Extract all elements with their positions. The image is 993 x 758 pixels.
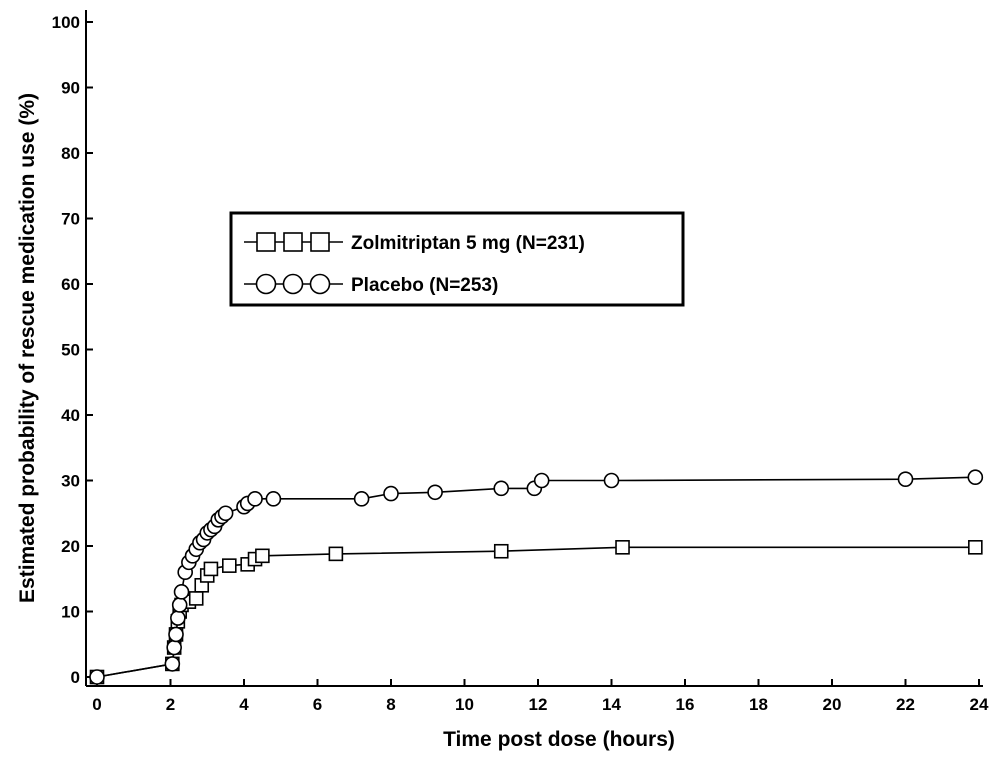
y-axis-title: Estimated probability of rescue medicati… (16, 93, 39, 603)
data-point-square (493, 543, 509, 559)
data-point-circle (171, 597, 188, 613)
legend-square-marker (256, 232, 276, 252)
x-tick-label: 8 (386, 695, 395, 714)
series-zolmitriptan (89, 540, 983, 685)
data-point-circle (383, 485, 399, 502)
data-point-square (203, 561, 219, 577)
data-point-circle (166, 639, 182, 656)
data-point-circle (265, 491, 282, 507)
x-tick-label: 6 (313, 695, 322, 714)
y-tick-label: 0 (71, 668, 80, 687)
legend-square-marker (283, 232, 303, 252)
x-tick-label: 22 (896, 695, 915, 714)
x-tick-label: 20 (823, 695, 842, 714)
legend-circle-marker (282, 273, 304, 295)
data-point-circle (89, 669, 105, 685)
data-point-circle (353, 491, 370, 507)
legend-label: Placebo (N=253) (351, 275, 498, 296)
x-tick-label: 0 (92, 695, 101, 714)
data-point-circle (427, 484, 443, 501)
x-tick-label: 2 (166, 695, 175, 714)
y-tick-label: 10 (61, 603, 80, 622)
x-tick-label: 16 (676, 695, 695, 714)
y-tick-label: 100 (52, 13, 80, 32)
x-axis-title: Time post dose (hours) (443, 728, 675, 751)
data-point-circle (217, 505, 234, 522)
data-point-circle (168, 626, 184, 643)
data-point-circle (533, 472, 550, 489)
data-point-square (968, 540, 983, 555)
data-point-circle (173, 584, 190, 600)
x-tick-label: 4 (239, 695, 249, 714)
legend-circle-marker (255, 273, 277, 295)
y-tick-label: 90 (61, 79, 80, 98)
series-placebo (89, 469, 984, 685)
legend-box (229, 211, 685, 307)
data-point-circle (967, 469, 984, 486)
data-point-circle (164, 656, 181, 672)
data-point-square (255, 548, 270, 564)
data-point-circle (247, 491, 263, 507)
x-tick-label: 24 (970, 695, 989, 714)
series-layer (89, 469, 984, 685)
legend-label: Zolmitriptan 5 mg (N=231) (351, 233, 585, 254)
legend-square-marker (310, 232, 330, 252)
y-tick-label: 60 (61, 275, 80, 294)
data-point-circle (897, 471, 914, 487)
x-tick-label: 10 (455, 695, 474, 714)
y-tick-label: 30 (61, 472, 80, 491)
data-point-square (222, 558, 237, 573)
legend-item: Placebo (N=253) (244, 273, 498, 296)
y-tick-label: 50 (61, 341, 80, 360)
y-tick-label: 70 (61, 210, 80, 229)
y-tick-label: 80 (61, 144, 80, 163)
data-point-square (188, 591, 204, 606)
x-tick-label: 12 (529, 695, 548, 714)
data-point-square (328, 546, 344, 562)
legend-item: Zolmitriptan 5 mg (N=231) (244, 232, 585, 254)
data-point-circle (493, 480, 510, 497)
data-point-square (615, 540, 630, 555)
y-tick-label: 20 (61, 537, 80, 556)
legend: Zolmitriptan 5 mg (N=231) Placebo (N=253) (229, 211, 685, 307)
y-tick-label: 40 (61, 406, 80, 425)
legend-circle-marker (309, 273, 331, 295)
data-point-circle (170, 610, 186, 626)
x-tick-label: 18 (749, 695, 768, 714)
data-point-circle (603, 472, 620, 489)
x-tick-label: 14 (602, 695, 621, 714)
